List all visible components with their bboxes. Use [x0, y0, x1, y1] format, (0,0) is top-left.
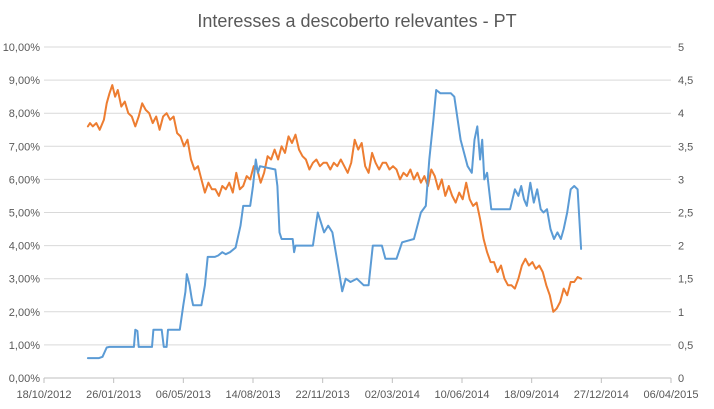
y-left-tick-label: 10,00%: [3, 42, 41, 54]
x-tick-label: 06/05/2013: [156, 389, 211, 401]
y-right-tick-label: 0,5: [678, 340, 693, 352]
y-right-tick-label: 0: [678, 373, 684, 385]
x-tick-label: 14/08/2013: [225, 389, 280, 401]
y-right-tick-label: 1,5: [678, 274, 693, 286]
x-tick-label: 02/03/2014: [365, 389, 420, 401]
y-left-tick-label: 7,00%: [9, 141, 40, 153]
x-tick-label: 10/06/2014: [434, 389, 489, 401]
axes: 0,00% 0 1,00% 0,5 2,00% 1 3,00% 1,5 4,00% 2 5,00% 2…: [3, 42, 699, 401]
gridlines: [44, 46, 671, 379]
y-left-tick-label: 8,00%: [9, 108, 40, 120]
y-left-tick-label: 2,00%: [9, 307, 40, 319]
y-right-tick-label: 4,5: [678, 75, 693, 87]
series-lines: [86, 84, 583, 360]
y-right-tick-label: 3,5: [678, 141, 693, 153]
series-line-right-axis: [86, 89, 583, 360]
y-left-tick-label: 3,00%: [9, 274, 40, 286]
x-tick-label: 06/04/2015: [643, 389, 698, 401]
y-left-tick-label: 5,00%: [9, 208, 40, 220]
x-tick-label: 26/01/2013: [86, 389, 141, 401]
y-left-tick-label: 9,00%: [9, 75, 40, 87]
y-left-tick-label: 1,00%: [9, 340, 40, 352]
y-left-tick-label: 0,00%: [9, 373, 40, 385]
y-right-tick-label: 1: [678, 307, 684, 319]
x-tick-label: 27/12/2014: [574, 389, 629, 401]
series-line-left-axis: [86, 84, 583, 313]
x-tick-label: 22/11/2013: [296, 389, 350, 401]
chart-title: Interesses a descoberto relevantes - PT: [197, 11, 516, 31]
y-left-tick-label: 4,00%: [9, 241, 40, 253]
x-tick-label: 18/09/2014: [504, 389, 559, 401]
y-right-tick-label: 2: [678, 241, 684, 253]
y-right-tick-label: 4: [678, 108, 684, 120]
y-right-tick-label: 3: [678, 174, 684, 186]
y-right-tick-label: 5: [678, 42, 684, 54]
y-left-tick-label: 6,00%: [9, 174, 40, 186]
x-tick-label: 18/10/2012: [16, 389, 71, 401]
y-right-tick-label: 2,5: [678, 208, 693, 220]
